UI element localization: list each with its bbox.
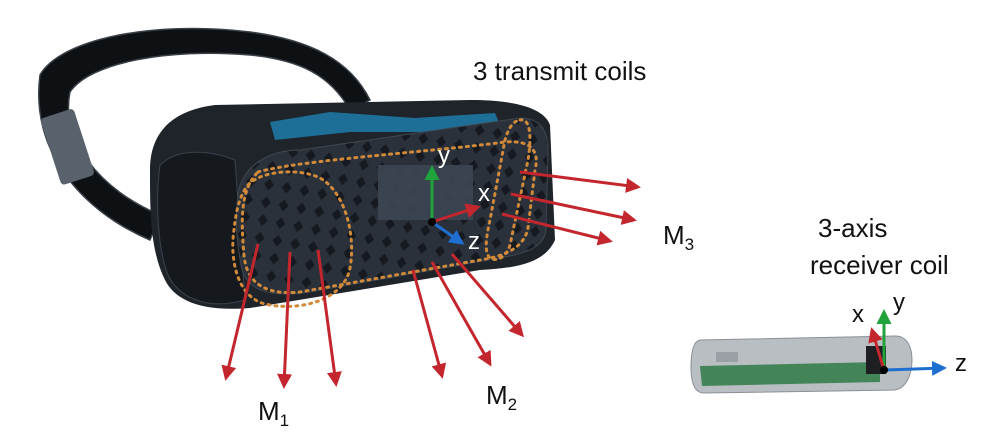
side-shell (157, 151, 246, 305)
receiver-z-label: z (955, 350, 967, 377)
m2-label-base: M (486, 380, 508, 410)
receiver-origin-dot (880, 366, 888, 374)
receiver-axes (868, 309, 947, 376)
strap-buckle (41, 109, 94, 185)
headset-z-axis (431, 220, 465, 245)
headset-axes (424, 165, 481, 245)
headset-y-label: y (438, 142, 450, 169)
headset-z-label: z (468, 228, 480, 255)
m1-arrow (316, 249, 342, 387)
m3-arrow (519, 170, 641, 193)
m3-arrows (501, 170, 641, 246)
coil-outline-m3 (484, 118, 532, 261)
receiver-x-label: x (852, 301, 864, 328)
m2-arrow (430, 261, 492, 367)
headset-origin-dot (428, 218, 436, 226)
m3-arrow (501, 212, 613, 246)
m3-label-base: M (663, 220, 685, 250)
m1-arrow (277, 251, 293, 389)
receiver-pcb (700, 362, 880, 386)
receiver-z-axis (883, 360, 947, 376)
m1-arrows (221, 243, 342, 389)
receiver-connector (716, 352, 738, 362)
headset-x-axis (431, 203, 481, 224)
receiver-y-label: y (893, 289, 905, 316)
m2-arrow (450, 253, 524, 338)
head-strap (38, 27, 372, 241)
m3-label: M3 (663, 222, 694, 253)
transmit-coils-label: 3 transmit coils (473, 56, 647, 86)
m1-label: M1 (258, 398, 289, 429)
headset-x-label: x (478, 180, 490, 207)
top-strap-mount (270, 112, 500, 140)
m2-arrow (411, 269, 447, 379)
receiver-coil-block (866, 346, 886, 374)
m2-label-sub: 2 (507, 395, 518, 414)
receiver-x-axis (868, 327, 886, 371)
m2-arrows (411, 253, 524, 379)
m1-arrow (221, 243, 260, 381)
m3-arrow (510, 192, 637, 225)
receiver-coil-label-line2: receiver coil (810, 250, 949, 280)
m1-label-sub: 1 (279, 411, 290, 430)
coil-outline-m1 (231, 170, 354, 308)
m1-label-base: M (258, 396, 280, 426)
m2-label: M2 (486, 382, 517, 413)
receiver-coil-label-line1: 3-axis (818, 213, 888, 243)
coil-outline-m2 (240, 140, 538, 295)
receiver-module (690, 309, 947, 394)
m3-label-sub: 3 (684, 235, 695, 254)
